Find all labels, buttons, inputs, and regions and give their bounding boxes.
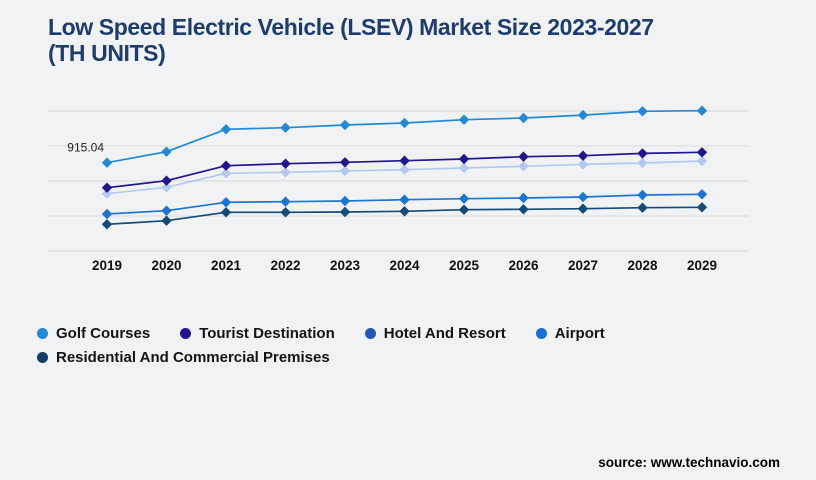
legend-item-tourist-destination: Tourist Destination xyxy=(180,322,335,345)
data-point-marker xyxy=(399,206,410,217)
data-point-marker xyxy=(458,204,470,215)
data-point-marker xyxy=(161,205,172,216)
data-point-marker xyxy=(518,204,529,215)
data-point-marker xyxy=(577,203,589,214)
x-axis-label: 2029 xyxy=(687,258,717,273)
data-point-marker xyxy=(577,150,589,161)
airport-dot-icon xyxy=(535,328,547,339)
chart-area: 2019 2020 2021 2022 2023 2024 2025 2026 2027 2028… xyxy=(0,90,816,290)
data-point-marker xyxy=(280,196,291,207)
data-point-marker xyxy=(458,114,470,125)
x-axis-label: 2019 xyxy=(92,258,122,273)
data-point-marker xyxy=(577,191,589,203)
data-point-marker xyxy=(399,155,410,166)
hotel-and-resort-dot-icon xyxy=(364,328,376,339)
data-point-marker xyxy=(161,146,172,157)
legend-item-golf-courses: Golf Courses xyxy=(37,322,150,345)
x-axis-label: 2022 xyxy=(270,258,300,273)
data-point-marker xyxy=(399,117,410,129)
legend-label: Tourist Destination xyxy=(199,325,335,342)
data-point-marker xyxy=(518,151,529,162)
legend-label: Residential And Commercial Premises xyxy=(56,349,330,366)
legend-item-airport: Airport xyxy=(535,322,605,345)
legend-label: Airport xyxy=(554,325,605,342)
data-point-marker xyxy=(339,195,351,207)
data-point-marker xyxy=(518,112,529,124)
x-axis-label: 2028 xyxy=(627,258,658,273)
data-point-marker xyxy=(518,161,529,172)
data-point-marker xyxy=(696,155,708,167)
data-point-marker xyxy=(696,147,708,158)
legend-label: Hotel And Resort xyxy=(383,325,506,342)
data-point-marker xyxy=(101,182,113,193)
data-point-marker xyxy=(637,202,648,213)
data-point-marker xyxy=(220,124,232,135)
data-point-marker xyxy=(696,105,708,116)
data-point-marker xyxy=(518,192,529,204)
data-point-marker xyxy=(458,162,470,174)
data-point-marker xyxy=(339,119,351,131)
data-point-marker xyxy=(220,197,232,208)
data-point-marker xyxy=(577,109,589,121)
data-point-marker xyxy=(280,158,291,169)
source-attribution: source: www.technavio.com xyxy=(598,455,780,470)
data-point-marker xyxy=(161,175,172,186)
data-point-marker xyxy=(161,215,172,226)
data-point-marker xyxy=(696,202,708,213)
data-point-marker xyxy=(637,148,648,159)
page-title: Low Speed Electric Vehicle (LSEV) Market… xyxy=(48,14,793,66)
data-point-marker xyxy=(458,193,470,204)
data-point-marker xyxy=(101,188,113,199)
data-point-marker xyxy=(101,219,113,230)
data-point-marker xyxy=(101,208,113,220)
x-axis-label: 2020 xyxy=(151,258,181,273)
x-axis-label: 2027 xyxy=(568,258,598,273)
legend-item-residential-and-commercial-premises: Residential And Commercial Premises xyxy=(37,346,330,369)
legend-item-hotel-and-resort: Hotel And Resort xyxy=(364,322,506,345)
data-point-marker xyxy=(280,122,291,133)
data-point-marker xyxy=(161,182,172,193)
data-point-marker xyxy=(220,160,232,171)
data-point-marker xyxy=(280,207,291,218)
data-point-marker xyxy=(696,189,708,200)
data-point-marker xyxy=(577,159,589,170)
data-point-marker xyxy=(220,168,232,179)
data-point-marker xyxy=(637,189,648,201)
tourist-destination-dot-icon xyxy=(180,328,192,339)
data-point-marker xyxy=(220,207,232,218)
data-point-marker xyxy=(399,194,410,205)
market-size-line-chart: 2019 2020 2021 2022 2023 2024 2025 2026 2027 2028… xyxy=(48,105,749,273)
data-point-marker xyxy=(637,106,648,117)
data-point-marker xyxy=(101,157,113,168)
x-axis-label: 2023 xyxy=(330,258,361,273)
data-point-marker xyxy=(399,164,410,175)
residential-and-commercial-premises-dot-icon xyxy=(37,352,48,363)
x-axis-label: 2025 xyxy=(449,258,480,273)
data-point-marker xyxy=(458,153,470,165)
x-axis-label: 2024 xyxy=(389,258,420,273)
data-point-marker xyxy=(339,157,351,168)
data-point-marker xyxy=(637,157,648,169)
data-label-annotation: 915.04 xyxy=(67,141,104,155)
golf-courses-dot-icon xyxy=(37,328,48,339)
x-axis-label: 2026 xyxy=(508,258,539,273)
x-axis-label: 2021 xyxy=(211,258,242,273)
chart-legend: Golf Courses Tourist Destination Hotel A… xyxy=(37,322,737,369)
data-point-marker xyxy=(280,167,291,178)
page-title-line1: Low Speed Electric Vehicle (LSEV) Market… xyxy=(48,14,654,40)
page-title-line2: (TH UNITS) xyxy=(48,40,166,66)
legend-label: Golf Courses xyxy=(56,325,151,342)
